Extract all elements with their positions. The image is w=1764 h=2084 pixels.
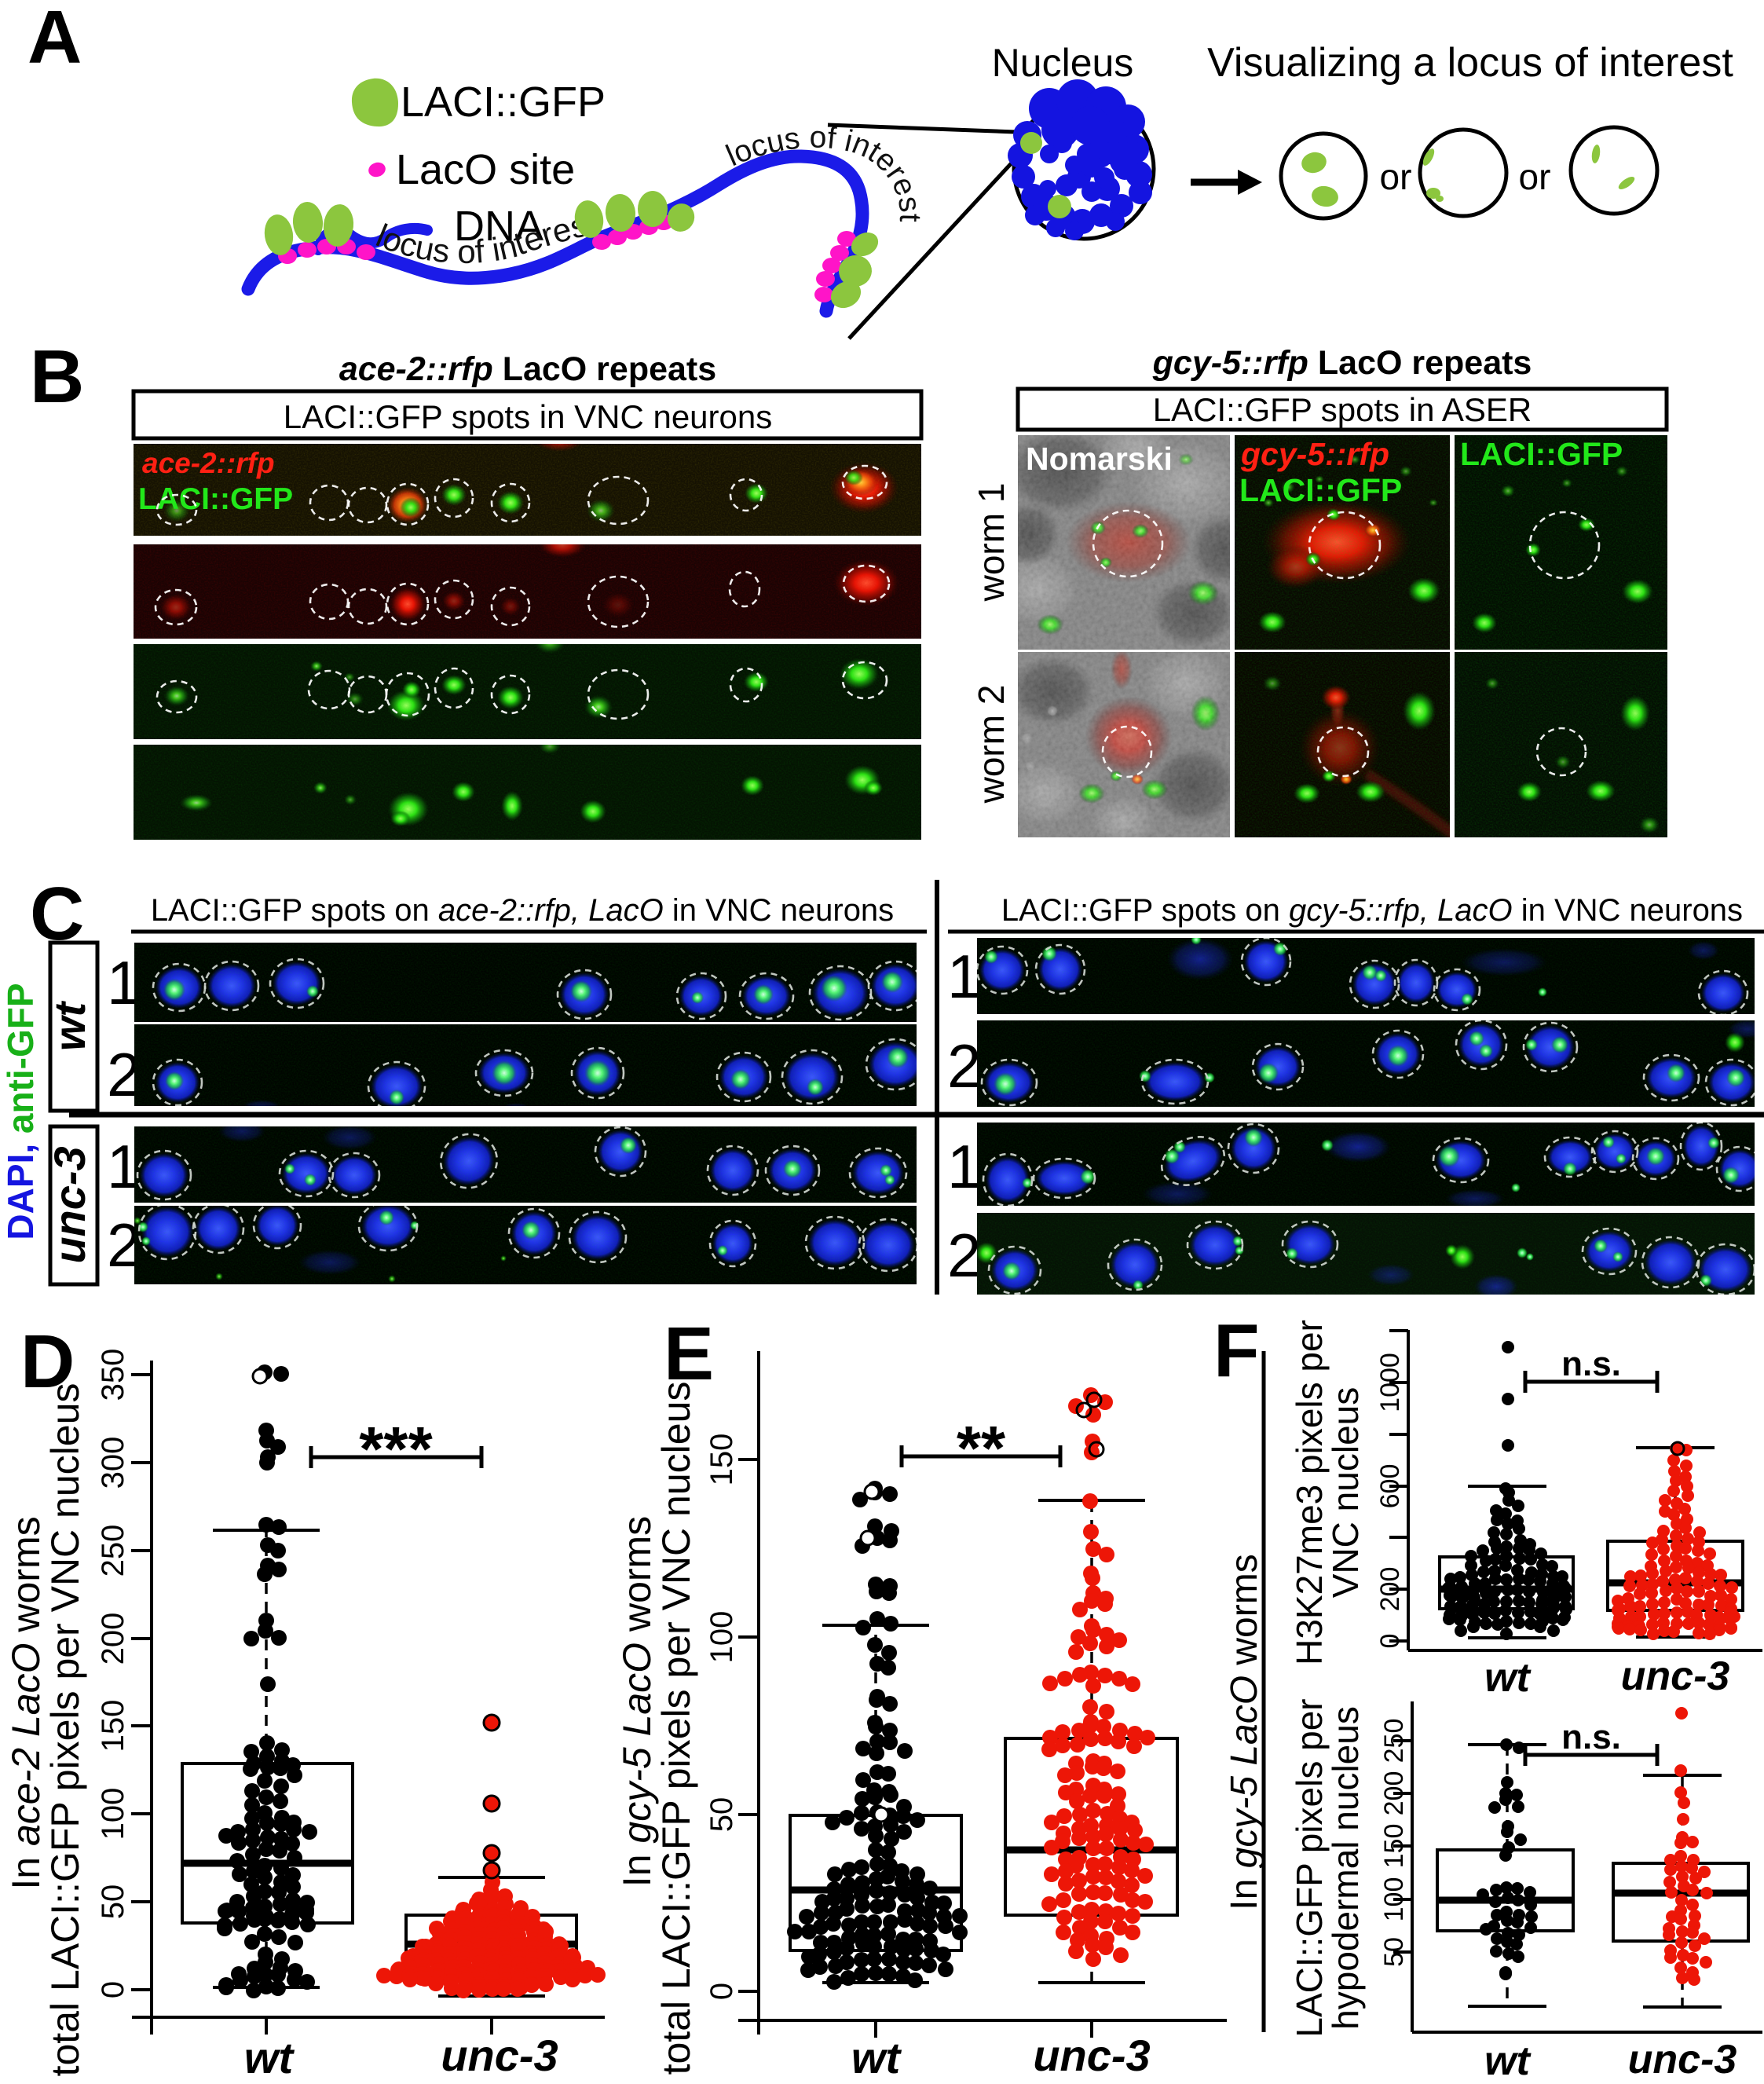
svg-text:LACI::GFP spots in ASER: LACI::GFP spots in ASER [1153, 391, 1532, 428]
svg-text:In gcy-5 LacO worms: In gcy-5 LacO worms [1224, 1554, 1265, 1910]
svg-text:Visualizing a locus of interes: Visualizing a locus of interest [1207, 40, 1733, 86]
svg-text:Nomarski: Nomarski [1026, 441, 1173, 477]
svg-text:200: 200 [1375, 1567, 1405, 1612]
svg-text:wt: wt [1484, 2038, 1532, 2080]
svg-text:unc-3: unc-3 [1621, 1654, 1730, 1699]
svg-text:0: 0 [96, 1981, 130, 1998]
svg-text:wt: wt [45, 1001, 94, 1052]
svg-text:50: 50 [705, 1797, 739, 1833]
svg-text:or: or [1519, 156, 1551, 197]
svg-text:E: E [664, 1312, 714, 1396]
svg-text:LACI::GFP: LACI::GFP [138, 482, 293, 516]
svg-text:LACI::GFP pixels per: LACI::GFP pixels per [1289, 1698, 1330, 2037]
svg-text:n.s.: n.s. [1561, 1345, 1621, 1383]
svg-text:LACI::GFP spots on ace-2::rfp,: LACI::GFP spots on ace-2::rfp, LacO in V… [151, 893, 894, 928]
svg-text:gcy-5::rfp: gcy-5::rfp [1240, 436, 1389, 472]
svg-text:1000: 1000 [1375, 1353, 1405, 1412]
svg-text:***: *** [359, 1414, 433, 1484]
svg-text:n.s.: n.s. [1561, 1718, 1621, 1756]
svg-text:D: D [20, 1320, 75, 1404]
svg-text:2: 2 [947, 1221, 981, 1290]
svg-text:worm 1: worm 1 [971, 483, 1012, 602]
svg-text:H3K27me3 pixels per: H3K27me3 pixels per [1289, 1320, 1330, 1665]
svg-text:F: F [1213, 1309, 1260, 1393]
svg-text:ace-2::rfp: ace-2::rfp [142, 447, 275, 479]
svg-text:wt: wt [244, 2033, 295, 2080]
svg-text:total LACI::GFP pixels per VNC: total LACI::GFP pixels per VNC nucleus [654, 1382, 698, 2075]
svg-text:150: 150 [96, 1700, 130, 1753]
svg-text:A: A [27, 0, 82, 79]
svg-text:**: ** [957, 1413, 1006, 1483]
svg-text:0: 0 [1375, 1634, 1405, 1649]
svg-text:1: 1 [947, 1132, 981, 1201]
svg-text:250: 250 [96, 1525, 130, 1577]
svg-text:wt: wt [1484, 1655, 1532, 1701]
svg-text:DAPI, anti-GFP: DAPI, anti-GFP [0, 983, 41, 1240]
svg-text:unc-3: unc-3 [45, 1146, 94, 1263]
svg-text:150: 150 [705, 1434, 739, 1486]
svg-text:unc-3: unc-3 [1033, 2031, 1150, 2080]
svg-text:LACI::GFP spots in VNC neurons: LACI::GFP spots in VNC neurons [284, 398, 773, 435]
svg-text:LACI::GFP spots on gcy-5::rfp,: LACI::GFP spots on gcy-5::rfp, LacO in V… [1001, 893, 1743, 928]
svg-text:worm 2: worm 2 [971, 685, 1012, 804]
svg-text:2: 2 [947, 1031, 981, 1101]
svg-text:LACI::GFP: LACI::GFP [1460, 436, 1623, 472]
svg-text:Nucleus: Nucleus [992, 41, 1134, 85]
svg-text:200: 200 [1379, 1771, 1409, 1816]
svg-text:350: 350 [96, 1349, 130, 1401]
svg-text:300: 300 [96, 1437, 130, 1489]
svg-text:250: 250 [1379, 1719, 1409, 1764]
svg-text:100: 100 [96, 1788, 130, 1840]
svg-text:200: 200 [96, 1613, 130, 1665]
svg-text:hypodermal nucleus: hypodermal nucleus [1325, 1706, 1366, 2030]
svg-text:1: 1 [947, 942, 981, 1011]
svg-text:100: 100 [1379, 1877, 1409, 1922]
svg-text:unc-3: unc-3 [1628, 2037, 1737, 2080]
svg-text:50: 50 [1379, 1937, 1409, 1967]
svg-text:50: 50 [96, 1884, 130, 1920]
svg-text:LACI::GFP: LACI::GFP [1239, 472, 1402, 508]
svg-text:DNA: DNA [454, 203, 543, 250]
svg-text:or: or [1380, 156, 1412, 197]
svg-text:gcy-5::rfp LacO repeats: gcy-5::rfp LacO repeats [1152, 344, 1532, 382]
svg-text:In ace-2 LacO worms: In ace-2 LacO worms [4, 1516, 48, 1889]
svg-text:B: B [30, 335, 84, 419]
svg-text:VNC nucleus: VNC nucleus [1325, 1387, 1366, 1598]
svg-text:100: 100 [705, 1611, 739, 1664]
svg-text:LacO site: LacO site [396, 146, 575, 193]
svg-text:In gcy-5 LacO worms: In gcy-5 LacO worms [615, 1516, 659, 1887]
svg-text:wt: wt [851, 2033, 902, 2080]
svg-text:ace-2::rfp LacO repeats: ace-2::rfp LacO repeats [339, 350, 716, 388]
svg-text:unc-3: unc-3 [441, 2031, 558, 2080]
svg-text:0: 0 [705, 1983, 739, 2000]
svg-text:600: 600 [1375, 1464, 1405, 1509]
svg-text:total LACI::GFP pixels per VNC: total LACI::GFP pixels per VNC nucleus [43, 1383, 87, 2077]
svg-text:150: 150 [1379, 1824, 1409, 1869]
svg-text:LACI::GFP: LACI::GFP [401, 79, 606, 126]
